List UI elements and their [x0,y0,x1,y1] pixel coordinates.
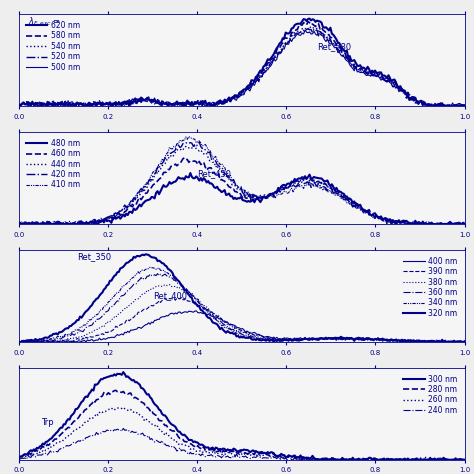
Text: Ret_450: Ret_450 [197,169,231,178]
Text: Trp: Trp [41,418,54,427]
Legend: 400 nm, 390 nm, 380 nm, 360 nm, 340 nm, 320 nm: 400 nm, 390 nm, 380 nm, 360 nm, 340 nm, … [400,254,461,321]
Text: Ret_350: Ret_350 [77,252,111,261]
Text: $\lambda_{F,exc}$ =: $\lambda_{F,exc}$ = [28,16,61,28]
Legend: 480 nm, 460 nm, 440 nm, 420 nm, 410 nm: 480 nm, 460 nm, 440 nm, 420 nm, 410 nm [23,136,83,192]
Text: Ret_580: Ret_580 [318,42,352,51]
Legend: 620 nm, 580 nm, 540 nm, 520 nm, 500 nm: 620 nm, 580 nm, 540 nm, 520 nm, 500 nm [23,18,83,74]
Text: Ret_400: Ret_400 [153,291,187,300]
Legend: 300 nm, 280 nm, 260 nm, 240 nm: 300 nm, 280 nm, 260 nm, 240 nm [400,372,461,418]
